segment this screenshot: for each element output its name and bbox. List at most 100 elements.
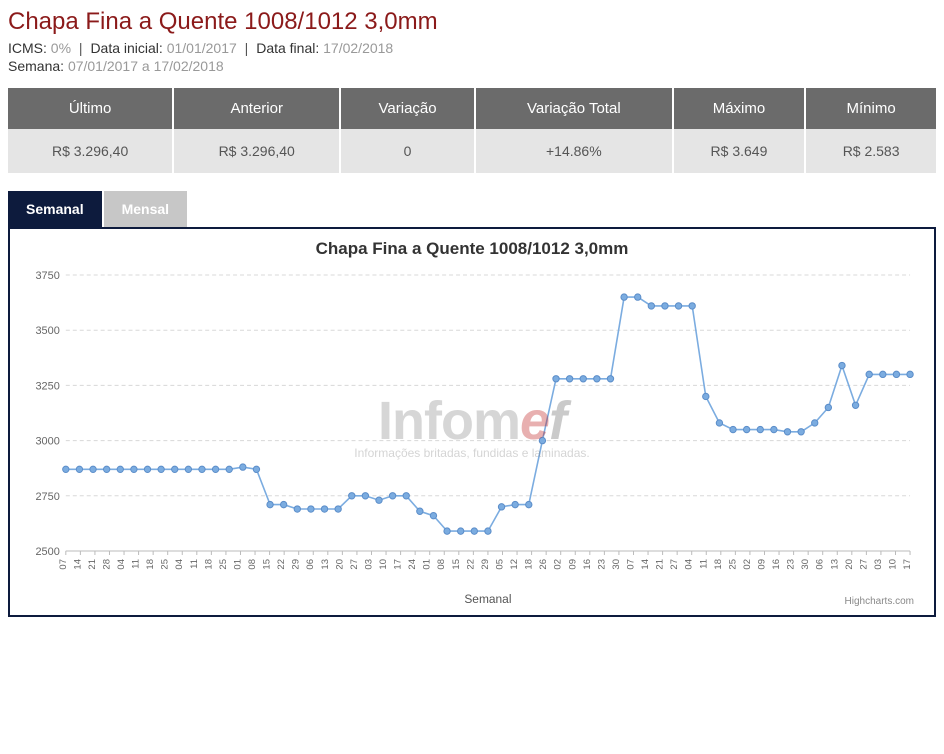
meta-line-2: Semana: 07/01/2017 a 17/02/2018 [8, 58, 936, 74]
xtick-label: 16 [771, 559, 782, 570]
stats-cell: R$ 3.296,40 [173, 129, 340, 173]
data-point[interactable] [866, 371, 872, 377]
data-point[interactable] [103, 466, 109, 472]
xtick-label: 21 [655, 559, 666, 570]
data-point[interactable] [349, 493, 355, 499]
data-point[interactable] [730, 426, 736, 432]
data-point[interactable] [458, 528, 464, 534]
data-point[interactable] [308, 506, 314, 512]
data-point[interactable] [512, 501, 518, 507]
data-point[interactable] [321, 506, 327, 512]
data-point[interactable] [880, 371, 886, 377]
xtick-label: 02 [553, 559, 564, 570]
data-point[interactable] [117, 466, 123, 472]
data-point[interactable] [635, 294, 641, 300]
data-point[interactable] [526, 501, 532, 507]
data-point[interactable] [594, 376, 600, 382]
xtick-label: 08 [247, 559, 258, 570]
xtick-label: 27 [349, 559, 360, 570]
xtick-label: 18 [203, 559, 214, 570]
xtick-label: 25 [218, 559, 229, 570]
data-point[interactable] [471, 528, 477, 534]
data-point[interactable] [63, 466, 69, 472]
data-point[interactable] [185, 466, 191, 472]
data-point[interactable] [539, 437, 545, 443]
data-point[interactable] [703, 393, 709, 399]
data-point[interactable] [403, 493, 409, 499]
tab-mensal[interactable]: Mensal [104, 191, 187, 227]
data-point[interactable] [852, 402, 858, 408]
data-point[interactable] [294, 506, 300, 512]
data-point[interactable] [893, 371, 899, 377]
data-point[interactable] [76, 466, 82, 472]
data-point[interactable] [485, 528, 491, 534]
stats-cell: R$ 2.583 [805, 129, 936, 173]
data-point[interactable] [199, 466, 205, 472]
data-point[interactable] [771, 426, 777, 432]
semana-label: Semana: [8, 58, 64, 74]
xtick-label: 01 [232, 559, 243, 570]
stats-col-header: Variação [340, 88, 475, 129]
data-point[interactable] [376, 497, 382, 503]
svg-text:3500: 3500 [35, 325, 59, 337]
tab-semanal[interactable]: Semanal [8, 191, 102, 227]
xtick-label: 30 [611, 559, 622, 570]
data-point[interactable] [812, 420, 818, 426]
xtick-label: 07 [626, 559, 637, 570]
xtick-label: 16 [582, 559, 593, 570]
data-point[interactable] [553, 376, 559, 382]
data-point[interactable] [335, 506, 341, 512]
xtick-label: 18 [524, 559, 535, 570]
data-point[interactable] [825, 404, 831, 410]
data-point[interactable] [607, 376, 613, 382]
xtick-label: 18 [145, 559, 156, 570]
data-point[interactable] [675, 303, 681, 309]
xtick-label: 14 [640, 559, 651, 570]
svg-text:Semanal: Semanal [464, 592, 511, 606]
data-point[interactable] [131, 466, 137, 472]
xtick-label: 14 [72, 559, 83, 570]
data-point[interactable] [689, 303, 695, 309]
data-point[interactable] [144, 466, 150, 472]
data-point[interactable] [757, 426, 763, 432]
xtick-label: 08 [436, 559, 447, 570]
xtick-label: 25 [727, 559, 738, 570]
xtick-label: 02 [742, 559, 753, 570]
data-point[interactable] [90, 466, 96, 472]
data-point[interactable] [417, 508, 423, 514]
svg-text:3750: 3750 [35, 270, 59, 282]
data-point[interactable] [648, 303, 654, 309]
data-inicial-value: 01/01/2017 [167, 40, 237, 56]
xtick-label: 04 [116, 559, 127, 570]
data-point[interactable] [212, 466, 218, 472]
data-point[interactable] [430, 512, 436, 518]
data-point[interactable] [253, 466, 259, 472]
data-point[interactable] [566, 376, 572, 382]
data-point[interactable] [580, 376, 586, 382]
data-point[interactable] [784, 429, 790, 435]
data-point[interactable] [280, 501, 286, 507]
data-point[interactable] [743, 426, 749, 432]
data-point[interactable] [389, 493, 395, 499]
xtick-label: 28 [101, 559, 112, 570]
xtick-label: 22 [465, 559, 476, 570]
data-point[interactable] [498, 504, 504, 510]
data-point[interactable] [444, 528, 450, 534]
data-point[interactable] [839, 362, 845, 368]
data-point[interactable] [798, 429, 804, 435]
xtick-label: 11 [698, 559, 709, 569]
data-point[interactable] [362, 493, 368, 499]
data-point[interactable] [267, 501, 273, 507]
line-chart[interactable]: 2500275030003250350037500714212804111825… [24, 269, 920, 609]
data-point[interactable] [907, 371, 913, 377]
data-point[interactable] [226, 466, 232, 472]
xtick-label: 27 [858, 559, 869, 570]
data-point[interactable] [716, 420, 722, 426]
xtick-label: 06 [305, 559, 316, 570]
data-point[interactable] [240, 464, 246, 470]
data-point[interactable] [172, 466, 178, 472]
data-point[interactable] [158, 466, 164, 472]
data-point[interactable] [621, 294, 627, 300]
xtick-label: 27 [669, 559, 680, 570]
data-point[interactable] [662, 303, 668, 309]
